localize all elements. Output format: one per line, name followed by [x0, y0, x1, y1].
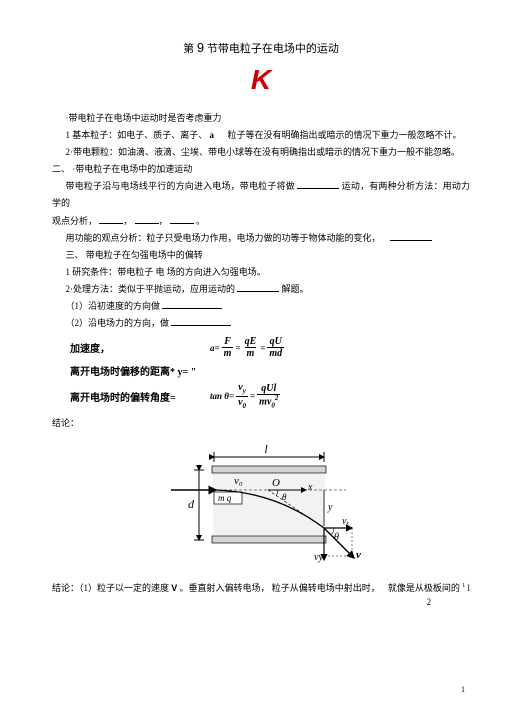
foot-leftA: 结论：（1）粒子以一定的速度 [52, 583, 169, 593]
s3-head: 三、 带电粒子在匀强电场中的偏转 [52, 247, 470, 264]
label-y: y [327, 502, 333, 513]
title-post: 节带电粒子在电场中的运动 [207, 43, 339, 55]
s2-p1: 带电粒子沿与电场线平行的方向进入电场，带电粒子将做 运动，有两种分析方法：用动力… [52, 178, 470, 212]
s1-p1a: 1 基本粒子：如电子、质子、离子、 [66, 130, 208, 140]
eq-accel-math: a=Fm= qEm= qUmd [210, 336, 286, 359]
s2-p2: 观点分析， ， ， 。 [52, 213, 470, 230]
s1-p1c: 粒子等在没有明确指出或暗示的情况下重力一般忽略不计。 [228, 130, 462, 140]
eq-accel: 加速度， a=Fm= qEm= qUmd [70, 336, 470, 359]
label-vy: vy [314, 552, 323, 563]
foot-conclusion: 结论：（1）粒子以一定的速度 V 。垂直射入偏转电场， 粒子从偏转电场中射出时，… [52, 581, 470, 610]
eq-y: 离开电场时偏移的距离* y= " [70, 363, 470, 378]
label-d: d [188, 497, 195, 511]
s1-p1: 1 基本粒子：如电子、质子、离子、 a 粒子等在没有明确指出或暗示的情况下重力一… [52, 127, 470, 144]
eq-y-label: 离开电场时偏移的距离* y= " [70, 363, 210, 378]
chapter-title: 第 9 节带电粒子在电场中的运动 [52, 40, 470, 56]
s1-p2: 2·带电颗粒：如油滴、液滴、尘埃、带电小球等在没有明确指出或暗示的情况下重力一般… [52, 144, 470, 161]
blank [162, 300, 222, 309]
s3-p4t: （2）沿电场力的方向，做 [66, 318, 170, 328]
s2-p3a: 用功能的观点分析：粒子只受电场力作用，电场力做的功等于物体动能的变化， [66, 233, 381, 243]
blank [237, 283, 279, 292]
eq-angle-math: tan θ= vyv0= qUlmv02 [210, 382, 282, 410]
s2-p2a: 观点分析， [52, 216, 97, 226]
conclusion-head: 结论： [52, 415, 470, 432]
blank [390, 232, 432, 241]
s1-intro: ·带电粒子在电场中运动时是否考虑重力 [52, 110, 470, 127]
s3-p1: 1 研究条件：带电粒子 电 场的方向进入匀强电场。 [52, 264, 470, 281]
s2-head: 二、 ·带电粒子在电场中的加速运动 [52, 161, 470, 178]
label-x: x [307, 482, 313, 493]
blank [171, 317, 231, 326]
foot-v: V [171, 583, 177, 593]
title-pre: 第 [183, 43, 194, 55]
label-v: v [356, 549, 361, 561]
blank [170, 214, 194, 223]
label-vx: vₓ [342, 516, 349, 527]
page-number: 1 [461, 685, 465, 694]
eq-angle: 离开电场时的偏转角度= tan θ= vyv0= qUlmv02 [70, 382, 470, 410]
figure-diagram: l d v₀ m q O x [52, 440, 470, 573]
svg-text:θ: θ [282, 492, 287, 502]
s2-p1a: 带电粒子沿与电场线平行的方向进入电场，带电粒子将做 [66, 181, 295, 191]
label-v0: v₀ [234, 475, 243, 487]
label-O: O [272, 477, 280, 489]
foot-left: 结论：（1）粒子以一定的速度 V 。垂直射入偏转电场， 粒子从偏转电场中射出时， [52, 581, 380, 610]
s3-p2: 2·处理方法：类似于平抛运动，应用运动的 解题。 [52, 281, 470, 298]
s3-p2b: 解题。 [282, 284, 309, 294]
s3-p2a: 2·处理方法：类似于平抛运动，应用运动的 [66, 284, 236, 294]
eq-accel-label: 加速度， [70, 340, 210, 355]
s3-p3: （1）沿初速度的方向做 [52, 298, 470, 315]
label-theta: θ [334, 532, 339, 543]
blank [99, 214, 123, 223]
big-k-icon: K [52, 64, 470, 96]
s3-p4: （2）沿电场力的方向，做 [52, 315, 470, 332]
s1-p1b: a [210, 130, 215, 140]
foot-right-block: 就像是从极板间的 1 l 2 [388, 581, 470, 610]
deflection-diagram-svg: l d v₀ m q O x [156, 440, 366, 570]
foot-leftB: 。垂直射入偏转电场， 粒子从偏转电场中射出时， [180, 583, 380, 593]
eq-angle-label: 离开电场时的偏转角度= [70, 389, 210, 404]
s3-p3t: （1）沿初速度的方向做 [66, 301, 161, 311]
label-mq: m q [218, 493, 232, 503]
blank [297, 180, 339, 189]
s2-p3: 用功能的观点分析：粒子只受电场力作用，电场力做的功等于物体动能的变化， [52, 230, 470, 247]
title-num: 9 [197, 40, 204, 55]
foot-right: 就像是从极板间的 [388, 583, 460, 593]
blank [135, 214, 159, 223]
